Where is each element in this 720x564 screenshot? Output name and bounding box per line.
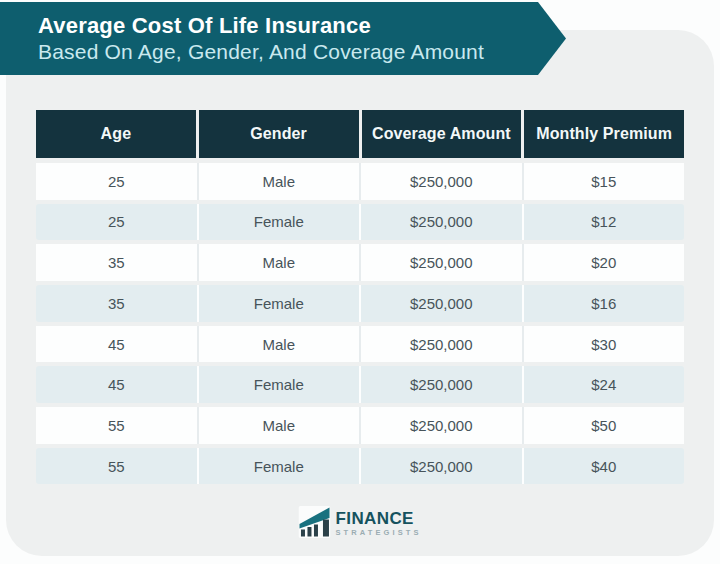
finance-strategists-logo: FINANCE STRATEGISTS (298, 506, 421, 538)
table-cell: $250,000 (359, 204, 522, 241)
table-cell: $12 (522, 204, 685, 241)
table-cell: Male (197, 407, 360, 444)
table-cell: $250,000 (359, 163, 522, 200)
table-row: 45Male$250,000$30 (36, 326, 684, 363)
table-row: 35Male$250,000$20 (36, 244, 684, 281)
table-cell: $30 (522, 326, 685, 363)
table-cell: 55 (36, 448, 197, 485)
table-cell: Male (197, 326, 360, 363)
table-row: 25Male$250,000$15 (36, 163, 684, 200)
table-cell: $250,000 (359, 244, 522, 281)
table-cell: $50 (522, 407, 685, 444)
table-cell: $16 (522, 285, 685, 322)
table-cell: $250,000 (359, 407, 522, 444)
table-cell: Female (197, 204, 360, 241)
table-cell: Female (197, 448, 360, 485)
table-cell: Female (197, 366, 360, 403)
table-row: 45Female$250,000$24 (36, 366, 684, 403)
table-body: 25Male$250,000$1525Female$250,000$1235Ma… (36, 163, 684, 484)
table-cell: $24 (522, 366, 685, 403)
table-cell: 55 (36, 407, 197, 444)
table-cell: $20 (522, 244, 685, 281)
column-header-age: Age (36, 110, 196, 158)
table-cell: 45 (36, 366, 197, 403)
column-header-gender: Gender (199, 110, 359, 158)
table-cell: $250,000 (359, 448, 522, 485)
logo-brand-name: FINANCE (335, 510, 421, 527)
premium-table: Age Gender Coverage Amount Monthly Premi… (36, 110, 684, 489)
table-row: 55Female$250,000$40 (36, 448, 684, 485)
page-subtitle: Based On Age, Gender, And Coverage Amoun… (38, 39, 566, 65)
table-cell: $15 (522, 163, 685, 200)
table-cell: 25 (36, 163, 197, 200)
table-cell: $250,000 (359, 326, 522, 363)
logo-brand-subname: STRATEGISTS (335, 529, 421, 537)
bar-chart-swoosh-icon (298, 506, 330, 538)
table-row: 55Male$250,000$50 (36, 407, 684, 444)
table-cell: Female (197, 285, 360, 322)
page-title: Average Cost Of Life Insurance (38, 12, 566, 40)
column-header-monthly-premium: Monthly Premium (524, 110, 684, 158)
column-header-coverage-amount: Coverage Amount (362, 110, 522, 158)
table-cell: $250,000 (359, 285, 522, 322)
table-cell: 35 (36, 244, 197, 281)
table-cell: 45 (36, 326, 197, 363)
table-row: 35Female$250,000$16 (36, 285, 684, 322)
table-cell: Male (197, 244, 360, 281)
table-cell: Male (197, 163, 360, 200)
title-banner: Average Cost Of Life Insurance Based On … (0, 2, 566, 75)
table-cell: 35 (36, 285, 197, 322)
table-header-row: Age Gender Coverage Amount Monthly Premi… (36, 110, 684, 158)
logo-text-block: FINANCE STRATEGISTS (335, 510, 421, 537)
table-cell: $40 (522, 448, 685, 485)
table-cell: $250,000 (359, 366, 522, 403)
table-row: 25Female$250,000$12 (36, 204, 684, 241)
table-cell: 25 (36, 204, 197, 241)
